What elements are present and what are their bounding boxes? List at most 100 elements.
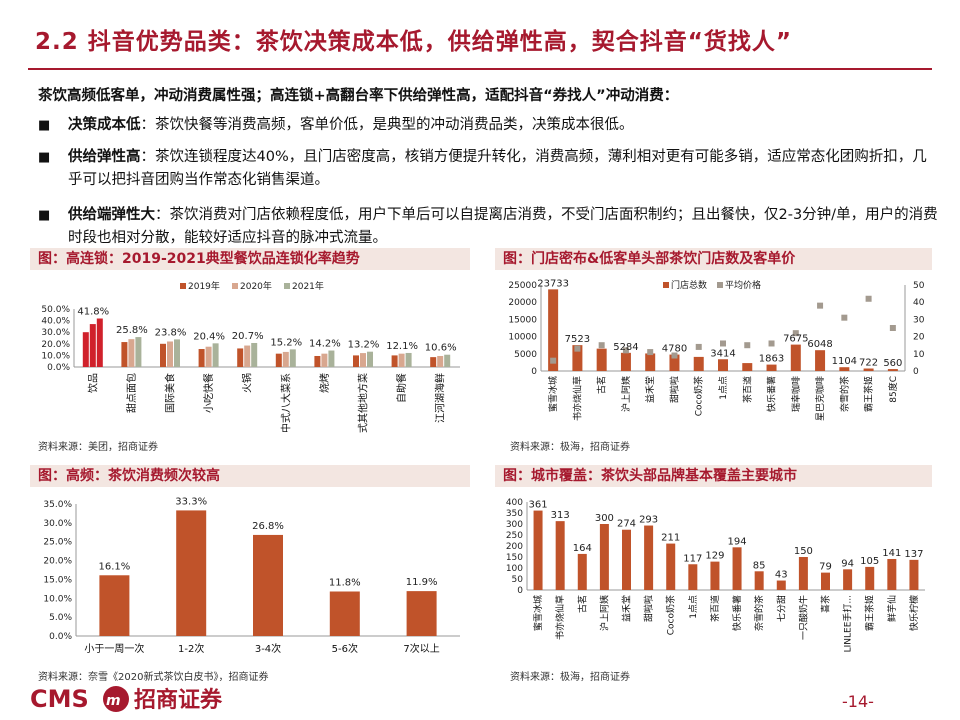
- bar: [839, 367, 850, 371]
- x-tick-label: 蜜雪冰城: [532, 595, 544, 631]
- data-label: 4780: [662, 344, 687, 355]
- x-tick-label: 奈雪的茶: [753, 595, 765, 631]
- bar: [666, 543, 676, 590]
- bar: [596, 348, 607, 371]
- x-tick-label: 饮品: [86, 373, 99, 393]
- x-tick-label: 烧烤: [318, 373, 331, 393]
- y2-tick-label: 10: [913, 350, 925, 360]
- x-tick-label: LINLEE手打...: [842, 595, 854, 652]
- y-tick-label: 5000: [514, 350, 537, 360]
- bar: [282, 351, 289, 367]
- x-tick-label: 1-2次: [178, 642, 204, 655]
- y2-tick-label: 40: [913, 298, 925, 308]
- bar: [212, 343, 219, 367]
- bar: [572, 345, 583, 371]
- x-tick-label: 快乐番薯: [766, 376, 778, 412]
- bullet-key: 供给弹性高: [68, 149, 141, 165]
- freq-chart-title: 图：高频：茶饮消费频次较高: [30, 465, 470, 487]
- freq-chart-source: 资料来源：奈雪《2020新式茶饮白皮书》，招商证券: [38, 672, 269, 683]
- data-label: 3414: [710, 348, 735, 359]
- data-label: 10.6%: [425, 343, 457, 354]
- price-marker: [817, 302, 824, 309]
- data-label: 722: [859, 358, 878, 369]
- x-tick-label: 星巴克咖啡: [814, 376, 826, 421]
- price-marker: [720, 340, 726, 347]
- svg-text:m: m: [106, 693, 121, 709]
- y2-tick-label: 20: [913, 333, 925, 343]
- x-tick-label: 一只酸奶牛: [797, 595, 809, 640]
- legend-label: 平均价格: [725, 279, 761, 291]
- data-label: 5284: [613, 342, 638, 353]
- bar: [790, 344, 801, 371]
- x-tick-label: 沪上阿姨: [620, 376, 632, 412]
- y2-tick-label: 30: [913, 315, 925, 325]
- y-tick-label: 5.0%: [49, 613, 72, 623]
- x-tick-label: 古茗: [596, 376, 608, 394]
- data-label: 23733: [537, 278, 569, 289]
- bullet-square-icon: ■: [38, 208, 51, 223]
- data-label: 7675: [783, 334, 808, 345]
- bullet-supply-elasticity: ■ 供给弹性高：茶饮连锁程度达40%，且门店密度高，核销方便提升转化，消费高频，…: [38, 146, 933, 194]
- data-label: 313: [551, 510, 570, 521]
- x-tick-label: 江河湖海鲜: [434, 373, 447, 423]
- data-label: 211: [661, 533, 680, 544]
- bullet-text: ：茶饮消费对门店依赖程度低，用户下单后可以自提离店消费，不受门店面积制约；且出餐…: [68, 207, 938, 246]
- price-marker: [647, 349, 654, 356]
- legend-label: 2020年: [240, 280, 272, 292]
- y-tick-label: 0.0%: [49, 632, 72, 642]
- data-label: 361: [529, 500, 548, 511]
- bar: [128, 339, 135, 367]
- logo-emblem-icon: [103, 686, 129, 712]
- x-tick-label: 益禾堂: [621, 595, 633, 622]
- legend-swatch: [284, 283, 290, 289]
- logo-cms-text: CMS: [30, 685, 89, 713]
- data-label: 25.8%: [116, 325, 148, 336]
- data-label: 16.1%: [99, 561, 131, 572]
- bar: [798, 557, 808, 590]
- bar: [314, 355, 321, 367]
- bar: [645, 353, 656, 371]
- x-tick-label: 喜茶: [820, 595, 832, 613]
- bar: [329, 591, 360, 636]
- y-tick-label: 15000: [508, 315, 537, 325]
- legend-swatch: [663, 282, 669, 288]
- cms-logo: CMS m 招商证券: [30, 685, 223, 713]
- x-tick-label: Coco奶茶: [693, 376, 705, 416]
- bar: [620, 352, 631, 371]
- bar: [865, 566, 875, 590]
- data-label: 26.8%: [252, 521, 284, 532]
- y-tick-label: 30.0%: [43, 519, 72, 529]
- bar: [353, 355, 359, 367]
- price-marker: [841, 314, 848, 321]
- y-tick-label: 300: [506, 520, 523, 530]
- lead-text: 茶饮高频低客单，冲动消费属性强；高连锁+高翻台率下供给弹性高，适配抖音“券找人”…: [38, 88, 679, 104]
- price-marker: [792, 330, 799, 337]
- bar: [405, 352, 412, 367]
- x-tick-label: 瑞幸咖啡: [790, 376, 802, 412]
- bar: [121, 342, 128, 367]
- bar: [766, 364, 777, 371]
- bar: [548, 289, 559, 371]
- bullet-square-icon: ■: [38, 118, 51, 133]
- bar: [289, 349, 296, 367]
- x-tick-label: 奈雪的茶: [838, 376, 850, 412]
- stores-chart-title: 图：门店密布&低客单头部茶饮门店数及客单价: [495, 248, 932, 270]
- x-tick-label: 茶百道: [741, 376, 753, 403]
- y2-tick-label: 50: [913, 281, 925, 291]
- page-number: -14-: [842, 692, 874, 711]
- bar: [732, 547, 742, 590]
- data-label: 11.8%: [329, 577, 361, 588]
- frequency-chart: 0.0% 5.0% 10.0% 15.0% 20.0% 25.0% 30.0% 35.0% 16…: [43, 496, 460, 655]
- data-label: 23.8%: [155, 327, 187, 338]
- y-tick-label: 0.0%: [47, 363, 70, 373]
- bar: [444, 354, 451, 367]
- bar: [863, 368, 874, 371]
- x-tick-label: 沪上阿姨: [598, 595, 610, 631]
- data-label: 15.2%: [270, 337, 302, 348]
- y-tick-label: 0: [517, 586, 523, 596]
- legend-swatch: [180, 283, 186, 289]
- x-tick-label: 国际美食: [164, 373, 177, 413]
- data-label: 33.3%: [175, 496, 207, 507]
- bar: [135, 337, 142, 367]
